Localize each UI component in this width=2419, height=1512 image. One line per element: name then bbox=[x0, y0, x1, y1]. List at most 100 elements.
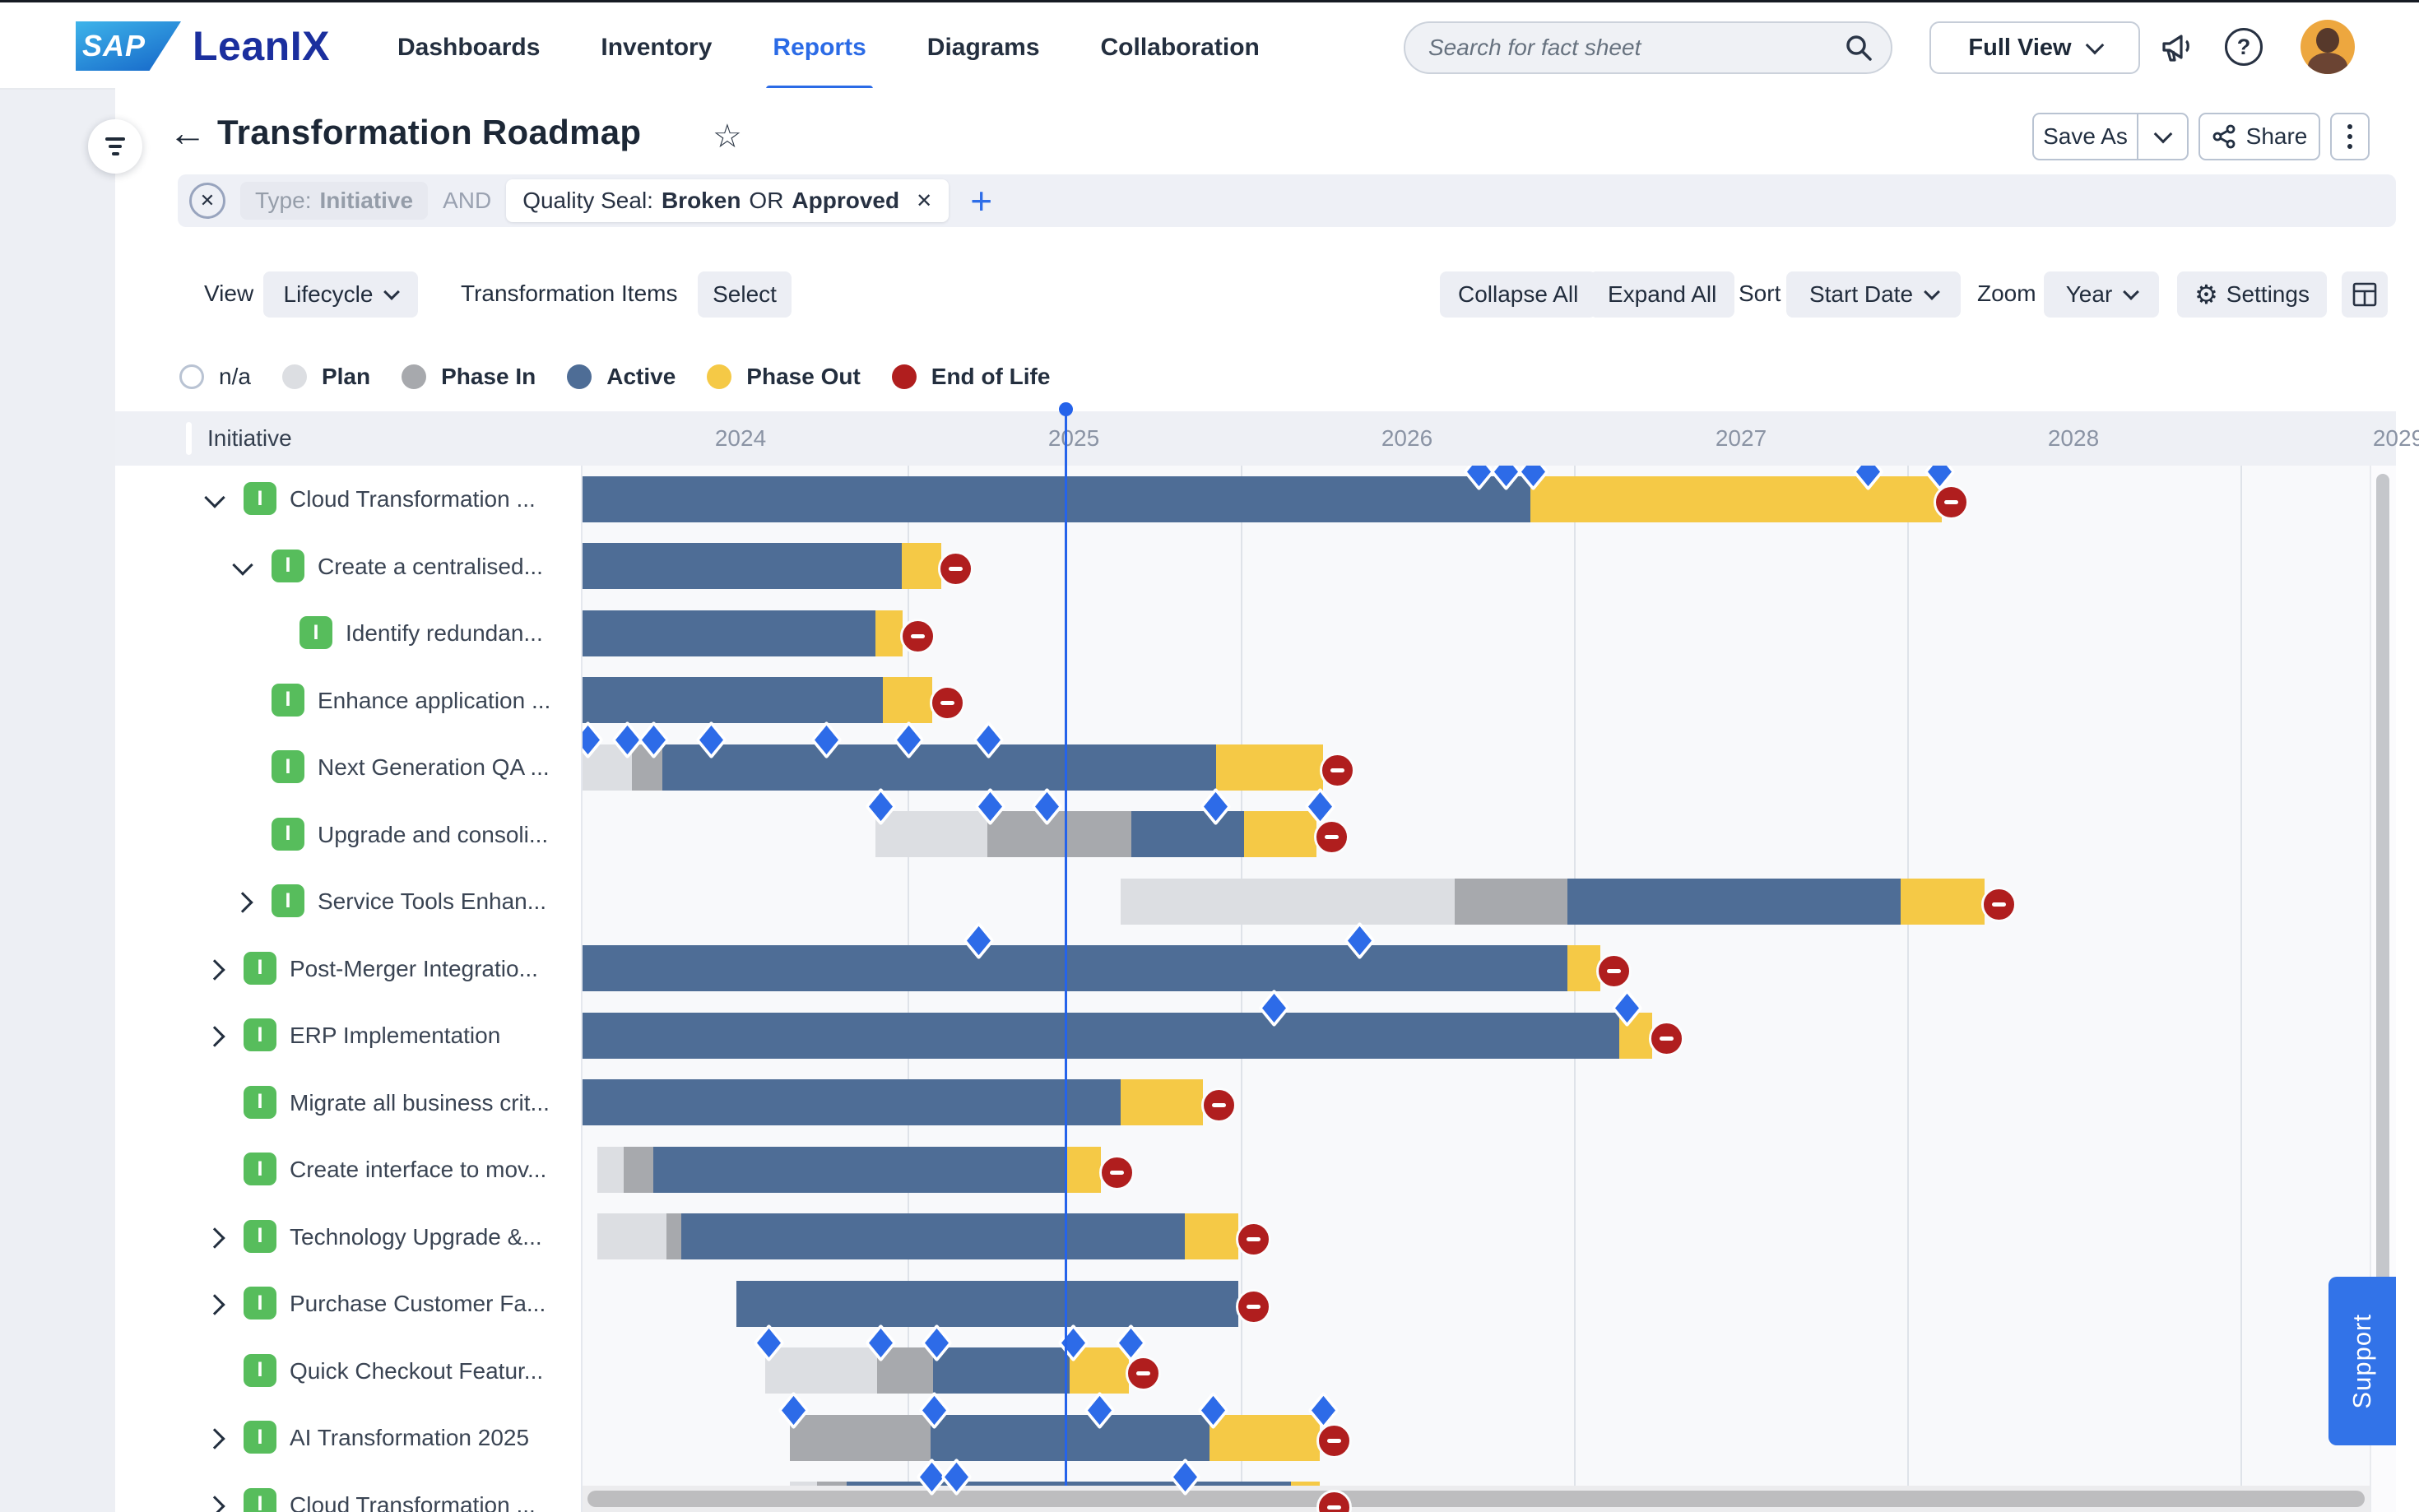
lifecycle-segment-phase_out[interactable] bbox=[1530, 475, 1942, 522]
initiative-label[interactable]: Purchase Customer Fa... bbox=[290, 1291, 546, 1316]
sort-dropdown[interactable]: Start Date bbox=[1786, 271, 1961, 318]
lifecycle-segment-active[interactable] bbox=[583, 543, 902, 590]
favorite-star-icon[interactable]: ☆ bbox=[713, 118, 742, 155]
save-as-button[interactable]: Save As bbox=[2032, 113, 2137, 160]
lifecycle-segment-phase_out[interactable] bbox=[902, 543, 941, 590]
initiative-label[interactable]: Identify redundan... bbox=[346, 620, 543, 646]
tree-row[interactable]: I Migrate all business crit... bbox=[115, 1069, 581, 1136]
tree-row[interactable]: I Identify redundan... bbox=[115, 600, 581, 666]
initiative-label[interactable]: Technology Upgrade &... bbox=[290, 1223, 542, 1250]
lifecycle-segment-plan[interactable] bbox=[1121, 878, 1455, 925]
lifecycle-segment-active[interactable] bbox=[653, 1146, 1066, 1193]
lifecycle-segment-phase_out[interactable] bbox=[883, 677, 932, 724]
tree-chevron-down-icon[interactable] bbox=[232, 554, 253, 576]
lifecycle-segment-active[interactable] bbox=[662, 744, 1216, 791]
tree-row[interactable]: I Next Generation QA ... bbox=[115, 734, 581, 800]
tree-row[interactable]: I Quick Checkout Featur... bbox=[115, 1338, 581, 1404]
nav-item-dashboards[interactable]: Dashboards bbox=[397, 34, 541, 61]
more-options-button[interactable] bbox=[2330, 113, 2370, 160]
select-button[interactable]: Select bbox=[698, 271, 792, 318]
tree-chevron-down-icon[interactable] bbox=[204, 487, 225, 508]
nav-item-inventory[interactable]: Inventory bbox=[601, 34, 713, 61]
tree-row[interactable]: I ERP Implementation bbox=[115, 1002, 581, 1069]
tree-row[interactable]: I Technology Upgrade &... bbox=[115, 1204, 581, 1270]
nav-item-reports[interactable]: Reports bbox=[766, 5, 874, 90]
lifecycle-segment-phase_in[interactable] bbox=[1455, 878, 1567, 925]
tree-chevron-right-icon[interactable] bbox=[204, 1227, 225, 1249]
tree-chevron-right-icon[interactable] bbox=[204, 1294, 225, 1315]
tree-row[interactable]: I Enhance application ... bbox=[115, 667, 581, 734]
initiative-label[interactable]: Upgrade and consoli... bbox=[318, 821, 549, 847]
back-button[interactable]: ← bbox=[169, 111, 207, 154]
tree-row[interactable]: I Cloud Transformation ... bbox=[115, 1472, 581, 1512]
lifecycle-segment-active[interactable] bbox=[1567, 878, 1901, 925]
tree-row[interactable]: I Create a centralised... bbox=[115, 533, 581, 600]
collapse-all-button[interactable]: Collapse All bbox=[1440, 271, 1597, 318]
add-filter-button[interactable]: + bbox=[970, 179, 993, 222]
lifecycle-segment-plan[interactable] bbox=[597, 1213, 666, 1260]
lifecycle-segment-phase_in[interactable] bbox=[666, 1213, 681, 1260]
view-mode-dropdown[interactable]: Full View bbox=[1929, 21, 2140, 74]
filter-chip-type[interactable]: Type: Initiative bbox=[240, 182, 429, 220]
lifecycle-segment-phase_out[interactable] bbox=[1244, 811, 1316, 858]
lifecycle-segment-plan[interactable] bbox=[597, 1146, 624, 1193]
lifecycle-segment-plan[interactable] bbox=[765, 1347, 877, 1394]
vertical-scrollbar-thumb[interactable] bbox=[2376, 474, 2389, 1387]
save-as-menu-button[interactable] bbox=[2137, 113, 2189, 160]
initiative-label[interactable]: Next Generation QA ... bbox=[318, 754, 550, 780]
lifecycle-segment-phase_out[interactable] bbox=[1070, 1347, 1129, 1394]
lifecycle-segment-active[interactable] bbox=[583, 475, 1530, 522]
initiative-label[interactable]: Quick Checkout Featur... bbox=[290, 1357, 544, 1384]
tree-chevron-right-icon[interactable] bbox=[204, 958, 225, 981]
announcements-icon[interactable] bbox=[2157, 27, 2197, 67]
help-icon[interactable]: ? bbox=[2225, 28, 2263, 66]
filter-panel-toggle-button[interactable] bbox=[88, 119, 142, 174]
lifecycle-segment-active[interactable] bbox=[681, 1213, 1185, 1260]
search-input[interactable]: Search for fact sheet bbox=[1404, 21, 1892, 74]
expand-all-button[interactable]: Expand All bbox=[1590, 271, 1735, 318]
lifecycle-segment-active[interactable] bbox=[583, 945, 1567, 992]
sap-leanix-logo[interactable]: SAP LeanIX bbox=[76, 21, 330, 72]
tree-row[interactable]: I Post-Merger Integratio... bbox=[115, 935, 581, 1002]
lifecycle-segment-phase_out[interactable] bbox=[1216, 744, 1323, 791]
lifecycle-segment-phase_in[interactable] bbox=[877, 1347, 933, 1394]
lifecycle-segment-active[interactable] bbox=[736, 1280, 1238, 1327]
lifecycle-segment-active[interactable] bbox=[583, 1079, 1121, 1126]
initiative-label[interactable]: Post-Merger Integratio... bbox=[290, 955, 538, 981]
lifecycle-segment-phase_out[interactable] bbox=[875, 610, 903, 656]
tree-row[interactable]: I Purchase Customer Fa... bbox=[115, 1270, 581, 1337]
lifecycle-dropdown[interactable]: Lifecycle bbox=[263, 271, 418, 318]
lifecycle-segment-active[interactable] bbox=[583, 677, 883, 724]
lifecycle-segment-phase_out[interactable] bbox=[1901, 878, 1985, 925]
initiative-label[interactable]: Service Tools Enhan... bbox=[318, 888, 547, 914]
lifecycle-segment-phase_out[interactable] bbox=[1185, 1213, 1238, 1260]
horizontal-scrollbar-thumb[interactable] bbox=[587, 1491, 2365, 1507]
lifecycle-segment-active[interactable] bbox=[583, 1012, 1619, 1059]
filter-chip-quality-seal[interactable]: Quality Seal: Broken OR Approved ✕ bbox=[506, 179, 949, 222]
initiative-label[interactable]: Cloud Transformation ... bbox=[290, 486, 536, 512]
initiative-label[interactable]: Migrate all business crit... bbox=[290, 1089, 550, 1115]
support-tab[interactable]: Support bbox=[2328, 1277, 2396, 1445]
initiative-label[interactable]: Cloud Transformation ... bbox=[290, 1491, 536, 1512]
lifecycle-segment-phase_in[interactable] bbox=[987, 811, 1131, 858]
tree-row[interactable]: I Create interface to mov... bbox=[115, 1136, 581, 1203]
column-resize-handle[interactable] bbox=[186, 422, 192, 455]
search-icon[interactable] bbox=[1845, 34, 1873, 62]
lifecycle-segment-phase_out[interactable] bbox=[1066, 1146, 1101, 1193]
initiative-label[interactable]: Enhance application ... bbox=[318, 687, 551, 713]
nav-item-diagrams[interactable]: Diagrams bbox=[926, 34, 1040, 61]
initiative-label[interactable]: Create interface to mov... bbox=[290, 1157, 547, 1182]
initiative-label[interactable]: Create a centralised... bbox=[318, 553, 543, 579]
settings-button[interactable]: ⚙ Settings bbox=[2177, 271, 2327, 318]
remove-filter-icon[interactable]: ✕ bbox=[916, 189, 933, 212]
tree-row[interactable]: I Cloud Transformation ... bbox=[115, 466, 581, 532]
tree-row[interactable]: I Service Tools Enhan... bbox=[115, 868, 581, 935]
lifecycle-segment-active[interactable] bbox=[931, 1414, 1210, 1461]
tree-row[interactable]: I AI Transformation 2025 bbox=[115, 1404, 581, 1471]
lifecycle-segment-active[interactable] bbox=[583, 610, 875, 656]
share-button[interactable]: Share bbox=[2198, 113, 2320, 160]
tree-chevron-right-icon[interactable] bbox=[204, 1026, 225, 1047]
tree-row[interactable]: I Upgrade and consoli... bbox=[115, 801, 581, 868]
tree-chevron-right-icon[interactable] bbox=[204, 1428, 225, 1449]
nav-item-collaboration[interactable]: Collaboration bbox=[1100, 34, 1260, 61]
